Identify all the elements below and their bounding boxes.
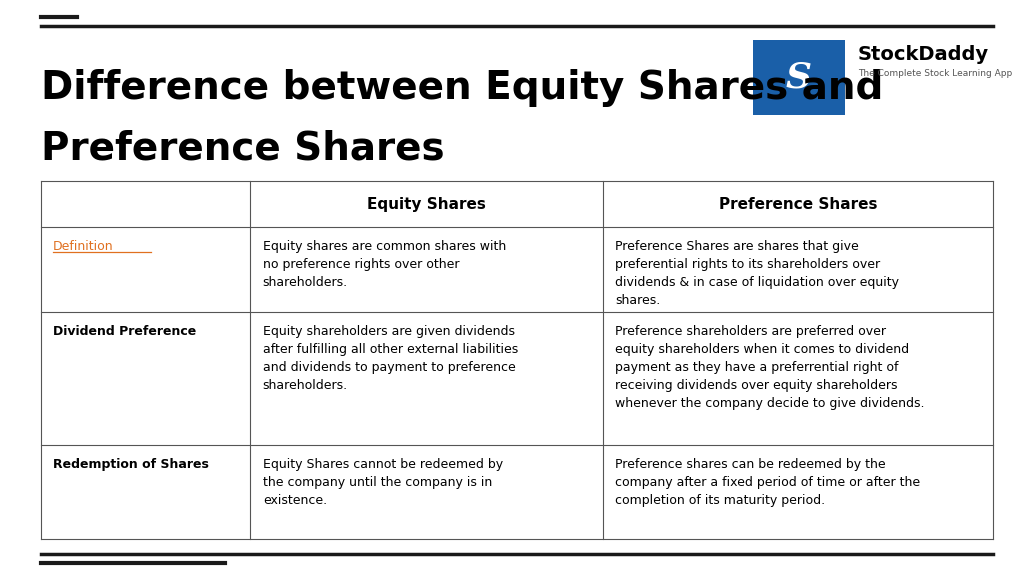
Text: Equity shareholders are given dividends
after fulfilling all other external liab: Equity shareholders are given dividends … [263,325,518,392]
Text: Preference shares can be redeemed by the
company after a fixed period of time or: Preference shares can be redeemed by the… [615,458,921,507]
Text: Dividend Preference: Dividend Preference [53,325,197,338]
Text: Equity shares are common shares with
no preference rights over other
shareholder: Equity shares are common shares with no … [263,240,506,289]
Text: Difference between Equity Shares and: Difference between Equity Shares and [41,69,884,107]
Text: Preference Shares: Preference Shares [719,197,878,212]
Text: Equity Shares: Equity Shares [368,197,486,212]
Text: S: S [785,60,812,95]
FancyBboxPatch shape [748,36,850,120]
Text: Definition: Definition [53,240,114,253]
Text: Preference Shares: Preference Shares [41,130,444,168]
Text: StockDaddy: StockDaddy [858,46,989,64]
Text: Redemption of Shares: Redemption of Shares [53,458,209,471]
Text: Equity Shares cannot be redeemed by
the company until the company is in
existenc: Equity Shares cannot be redeemed by the … [263,458,503,507]
Text: The Complete Stock Learning App: The Complete Stock Learning App [858,69,1013,78]
Text: Preference shareholders are preferred over
equity shareholders when it comes to : Preference shareholders are preferred ov… [615,325,925,410]
Text: Preference Shares are shares that give
preferential rights to its shareholders o: Preference Shares are shares that give p… [615,240,899,307]
